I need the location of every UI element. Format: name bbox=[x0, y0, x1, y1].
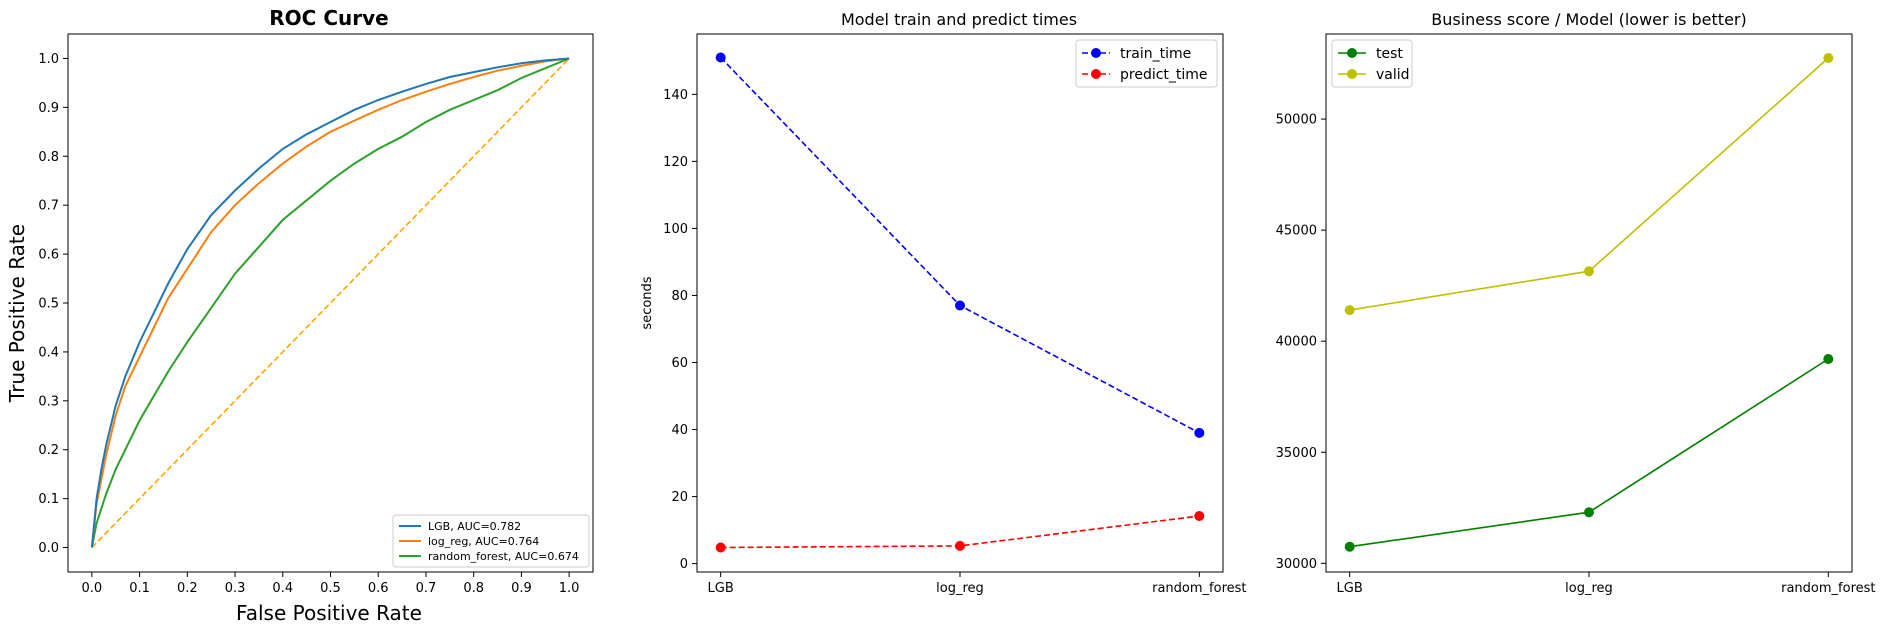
score-axes: LGB log_reg random_forest 30000 35000 40000 45… bbox=[1276, 113, 1876, 596]
score-xtick-label-0: LGB bbox=[1337, 581, 1363, 596]
roc-legend-box bbox=[392, 514, 590, 568]
roc-xtick-label-0: 0.0 bbox=[82, 581, 103, 596]
times-xtick-label-1: log_reg bbox=[936, 581, 984, 596]
times-ytick-label-7: 140 bbox=[663, 88, 688, 103]
times-ytick-label-1: 20 bbox=[671, 490, 688, 505]
times-series-group bbox=[715, 52, 1205, 553]
score-xtick-label-2: random_forest bbox=[1781, 581, 1875, 596]
times-chart-ylabel: seconds bbox=[640, 276, 655, 329]
roc-xtick-label-2: 0.2 bbox=[177, 581, 198, 596]
roc-legend-label-log-reg: log_reg, AUC=0.764 bbox=[428, 535, 539, 548]
roc-xtick-label-6: 0.6 bbox=[368, 581, 389, 596]
roc-ytick-label-2: 0.2 bbox=[38, 443, 59, 458]
roc-xtick-label-1: 0.1 bbox=[129, 581, 150, 596]
roc-xtick-label-7: 0.7 bbox=[416, 581, 437, 596]
score-legend-label-test: test bbox=[1376, 46, 1403, 62]
roc-chart-xlabel: False Positive Rate bbox=[236, 601, 422, 625]
roc-xtick-label-8: 0.8 bbox=[463, 581, 484, 596]
score-ytick-label-1: 35000 bbox=[1276, 446, 1317, 461]
times-series-1-point-2 bbox=[1194, 511, 1205, 521]
times-ytick-label-5: 100 bbox=[663, 222, 688, 237]
score-series-1-point-1 bbox=[1584, 266, 1594, 277]
score-chart-title: Business score / Model (lower is better) bbox=[1431, 10, 1746, 29]
times-chart-title: Model train and predict times bbox=[841, 10, 1077, 29]
roc-xtick-label-4: 0.4 bbox=[272, 581, 293, 596]
score-xtick-label-1: log_reg bbox=[1565, 581, 1613, 596]
roc-ytick-label-0: 0.0 bbox=[38, 541, 59, 556]
times-series-0-point-2 bbox=[1194, 427, 1205, 438]
roc-series-line-1 bbox=[90, 57, 570, 548]
times-xtick-label-2: random_forest bbox=[1152, 581, 1246, 596]
score-legend-label-valid: valid bbox=[1376, 67, 1410, 83]
roc-axes: 0.0 0.1 0.2 0.3 0.4 0.5 0.6 0.7 0.8 0.9 1.0 0.0 0.1 0… bbox=[38, 52, 579, 596]
roc-ytick-label-7: 0.7 bbox=[38, 199, 59, 214]
roc-ytick-label-5: 0.5 bbox=[38, 297, 59, 312]
score-ytick-label-0: 30000 bbox=[1276, 557, 1317, 572]
roc-legend: LGB, AUC=0.782 log_reg, AUC=0.764 random… bbox=[392, 514, 590, 568]
times-legend-marker-train bbox=[1091, 48, 1101, 58]
roc-axes-frame bbox=[67, 33, 594, 573]
roc-series-line-0 bbox=[90, 57, 570, 548]
score-legend-marker-valid bbox=[1347, 69, 1357, 79]
times-series-1-point-0 bbox=[715, 542, 726, 553]
times-series-1-point-1 bbox=[955, 540, 965, 551]
times-ytick-label-2: 40 bbox=[671, 423, 688, 438]
roc-series-line-2 bbox=[90, 57, 570, 548]
roc-ytick-label-10: 1.0 bbox=[38, 52, 59, 67]
times-axes-frame bbox=[696, 33, 1224, 573]
roc-series-group bbox=[90, 57, 570, 549]
times-legend: train_time predict_time bbox=[1075, 39, 1218, 88]
times-ytick-label-4: 80 bbox=[671, 289, 688, 304]
roc-ytick-label-8: 0.8 bbox=[38, 150, 59, 165]
roc-ytick-label-4: 0.4 bbox=[38, 345, 59, 360]
score-ytick-label-2: 40000 bbox=[1276, 335, 1317, 350]
times-ytick-label-3: 60 bbox=[671, 356, 688, 371]
score-ytick-label-4: 50000 bbox=[1276, 113, 1317, 128]
roc-ytick-label-9: 0.9 bbox=[38, 101, 59, 116]
score-series-0-point-2 bbox=[1823, 354, 1834, 364]
times-xtick-label-0: LGB bbox=[708, 581, 734, 596]
times-legend-label-train: train_time bbox=[1120, 46, 1191, 62]
times-series-0-point-0 bbox=[715, 52, 726, 63]
score-series-1-point-0 bbox=[1344, 305, 1355, 316]
score-legend-marker-test bbox=[1347, 48, 1357, 58]
roc-series-line-3 bbox=[91, 57, 570, 549]
score-series-1-point-2 bbox=[1823, 53, 1834, 63]
roc-xtick-label-3: 0.3 bbox=[225, 581, 246, 596]
times-legend-marker-predict bbox=[1091, 69, 1101, 79]
score-ytick-label-3: 45000 bbox=[1276, 224, 1317, 239]
score-series-group bbox=[1344, 53, 1834, 552]
roc-xtick-label-10: 1.0 bbox=[559, 581, 580, 596]
roc-xtick-label-5: 0.5 bbox=[320, 581, 341, 596]
times-legend-label-predict: predict_time bbox=[1120, 67, 1208, 83]
times-legend-box bbox=[1075, 39, 1218, 88]
times-chart: Model train and predict times seconds LG… bbox=[640, 10, 1247, 596]
times-ytick-label-0: 0 bbox=[680, 557, 688, 572]
roc-ytick-label-6: 0.6 bbox=[38, 248, 59, 263]
roc-ytick-label-1: 0.1 bbox=[38, 492, 59, 507]
score-series-0-point-0 bbox=[1344, 541, 1355, 552]
roc-chart-title: ROC Curve bbox=[269, 6, 388, 30]
score-series-0-point-1 bbox=[1584, 507, 1594, 518]
roc-xtick-label-9: 0.9 bbox=[511, 581, 532, 596]
times-series-0-point-1 bbox=[955, 300, 965, 311]
roc-chart-ylabel: True Positive Rate bbox=[5, 224, 29, 403]
roc-legend-label-lgb: LGB, AUC=0.782 bbox=[428, 520, 521, 533]
score-chart: Business score / Model (lower is better)… bbox=[1276, 10, 1876, 596]
times-ytick-label-6: 120 bbox=[663, 155, 688, 170]
score-axes-frame bbox=[1325, 33, 1853, 573]
roc-chart: ROC Curve False Positive Rate True Posit… bbox=[5, 6, 594, 625]
roc-ytick-label-3: 0.3 bbox=[38, 394, 59, 409]
roc-legend-label-random-forest: random_forest, AUC=0.674 bbox=[428, 550, 579, 563]
score-legend: test valid bbox=[1331, 39, 1413, 88]
times-axes: LGB log_reg random_forest 0 20 40 60 80 100 120 14… bbox=[663, 88, 1246, 596]
